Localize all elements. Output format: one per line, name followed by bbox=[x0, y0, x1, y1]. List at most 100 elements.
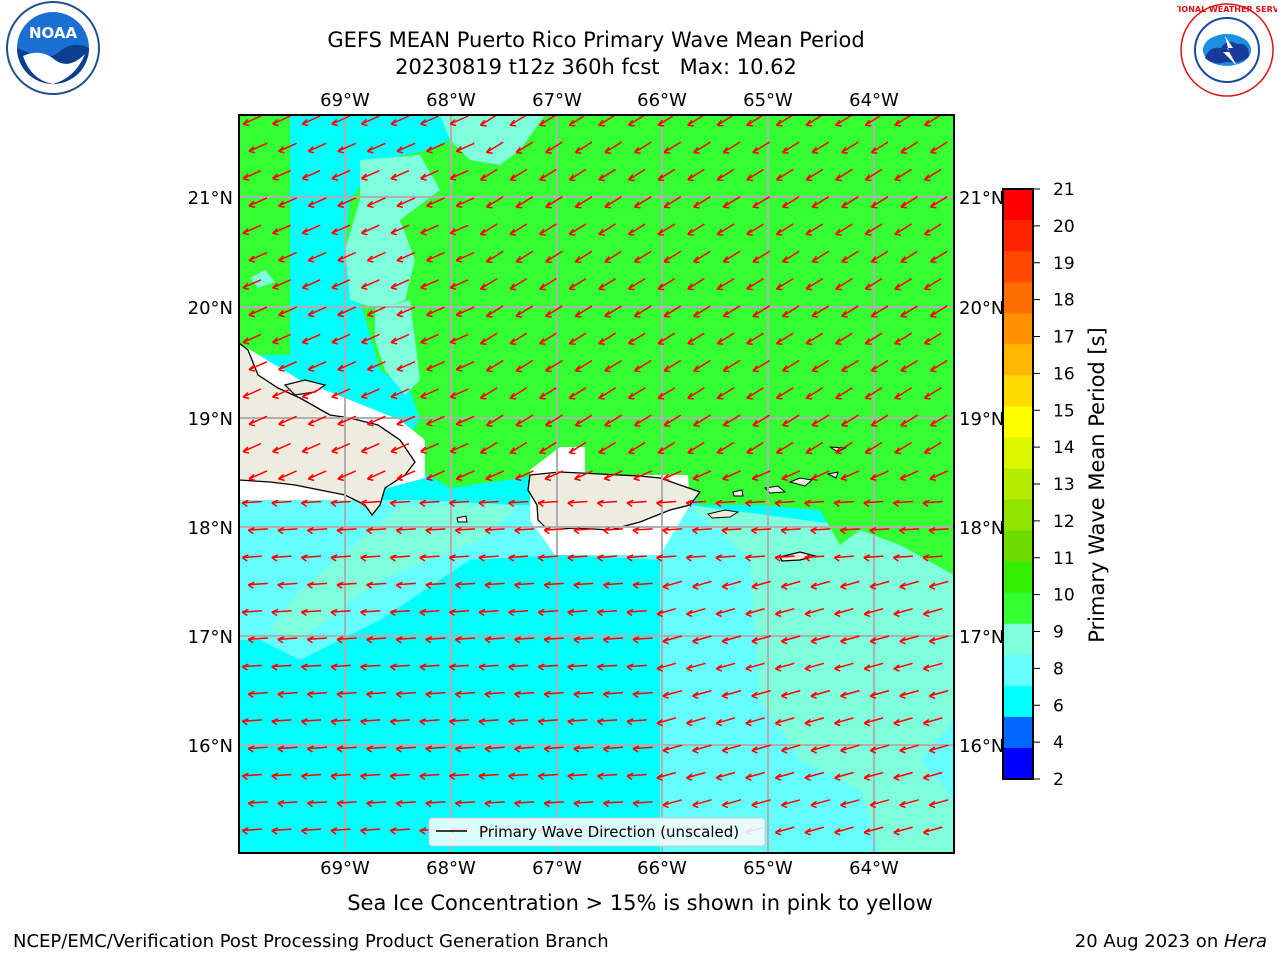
lon-label-bottom: 67°W bbox=[532, 858, 582, 879]
wave-arrow bbox=[426, 197, 445, 209]
wave-arrow bbox=[716, 115, 735, 127]
wave-arrow bbox=[922, 771, 943, 781]
wave-arrow bbox=[448, 499, 470, 507]
wave-arrow bbox=[567, 718, 588, 726]
wave-arrow bbox=[632, 581, 653, 589]
wave-arrow bbox=[514, 745, 535, 753]
wave-arrow bbox=[692, 744, 712, 754]
wave-arrow bbox=[627, 277, 646, 291]
wave-arrow bbox=[337, 415, 357, 427]
wave-arrow bbox=[894, 223, 912, 236]
wave-arrow bbox=[923, 223, 942, 236]
wave-arrow bbox=[810, 799, 831, 809]
colorbar-tick-label: 13 bbox=[1053, 475, 1075, 495]
wave-arrow bbox=[389, 608, 410, 617]
wave-arrow bbox=[567, 554, 588, 562]
wave-arrow bbox=[804, 499, 825, 507]
wave-arrow bbox=[484, 745, 505, 753]
nws-logo: NATIONAL WEATHER SERVICE bbox=[1177, 3, 1277, 97]
wave-arrow bbox=[633, 141, 652, 154]
wave-arrow bbox=[602, 799, 624, 808]
wave-arrow bbox=[454, 690, 476, 699]
wave-arrow bbox=[894, 277, 912, 291]
wave-arrow bbox=[834, 662, 854, 672]
wave-arrow bbox=[632, 636, 653, 644]
wave-arrow bbox=[272, 333, 291, 345]
wave-arrow bbox=[509, 441, 528, 455]
wave-arrow bbox=[751, 689, 771, 700]
colorbar-tick-label: 15 bbox=[1053, 401, 1075, 421]
wave-arrow bbox=[752, 250, 770, 264]
wave-arrow bbox=[604, 196, 622, 209]
wave-arrow bbox=[247, 581, 268, 589]
wave-arrow bbox=[627, 441, 646, 455]
noaa-logo-text: NOAA bbox=[29, 24, 78, 42]
colorbar-segment bbox=[1003, 747, 1033, 780]
wave-arrow bbox=[929, 359, 948, 373]
wave-arrow bbox=[248, 306, 268, 318]
colorbar-tick-label: 17 bbox=[1053, 328, 1075, 348]
wave-arrow bbox=[389, 554, 410, 562]
wave-arrow bbox=[242, 388, 262, 400]
wave-arrow bbox=[568, 168, 587, 182]
wave-arrow bbox=[633, 250, 652, 264]
wave-arrow bbox=[626, 718, 647, 726]
wave-arrow bbox=[811, 305, 830, 318]
wave-arrow bbox=[751, 799, 771, 809]
wave-arrow bbox=[508, 718, 529, 726]
wave-arrow bbox=[509, 168, 528, 182]
wave-arrow bbox=[598, 115, 616, 127]
wave-arrow bbox=[247, 745, 268, 753]
wave-arrow bbox=[278, 197, 297, 209]
wave-arrow bbox=[686, 717, 706, 727]
wave-arrow bbox=[687, 168, 705, 182]
footer-credit: NCEP/EMC/Verification Post Processing Pr… bbox=[13, 931, 609, 952]
wave-arrow bbox=[899, 799, 919, 809]
wave-arrow bbox=[627, 168, 646, 182]
wave-arrow bbox=[810, 580, 831, 590]
wave-arrow bbox=[478, 772, 499, 780]
wave-arrow bbox=[272, 279, 291, 291]
wave-arrow bbox=[781, 414, 800, 427]
wave-arrow bbox=[568, 441, 587, 455]
wave-arrow bbox=[721, 580, 742, 590]
wave-arrow bbox=[360, 169, 380, 181]
wave-arrow bbox=[306, 581, 328, 589]
wave-arrow bbox=[929, 414, 948, 427]
wave-arrow bbox=[685, 499, 706, 507]
wave-arrow bbox=[780, 580, 801, 590]
wave-arrow bbox=[929, 305, 948, 318]
wave-arrow bbox=[774, 499, 795, 507]
wave-arrow bbox=[923, 387, 942, 400]
field-10-11 bbox=[690, 505, 954, 853]
wave-arrow bbox=[775, 115, 794, 127]
wave-arrow bbox=[687, 277, 705, 291]
wave-arrow bbox=[515, 305, 534, 318]
wave-arrow bbox=[425, 799, 446, 808]
wave-arrow bbox=[455, 306, 475, 318]
wave-arrow bbox=[425, 581, 446, 589]
wave-arrow bbox=[869, 580, 890, 590]
wave-arrow bbox=[509, 277, 528, 291]
wave-arrow bbox=[247, 799, 268, 808]
wave-arrow bbox=[360, 663, 381, 671]
wave-arrow bbox=[272, 442, 291, 454]
wave-arrow bbox=[247, 690, 268, 699]
wave-arrow bbox=[271, 718, 292, 726]
wave-arrow bbox=[774, 826, 795, 836]
wave-arrow bbox=[537, 554, 558, 562]
wave-arrow bbox=[841, 250, 859, 264]
wave-arrow bbox=[745, 717, 765, 727]
wave-arrow bbox=[307, 197, 327, 209]
wave-arrow bbox=[746, 441, 764, 455]
wave-arrow bbox=[306, 526, 328, 535]
wave-arrow bbox=[632, 526, 653, 535]
wave-arrow bbox=[426, 306, 445, 318]
wave-arrow bbox=[337, 251, 357, 263]
wave-arrow bbox=[894, 115, 912, 127]
wave-arrow bbox=[573, 526, 594, 535]
lon-label-top: 68°W bbox=[426, 90, 476, 111]
wave-arrow bbox=[330, 608, 351, 617]
wave-arrow bbox=[928, 799, 949, 809]
